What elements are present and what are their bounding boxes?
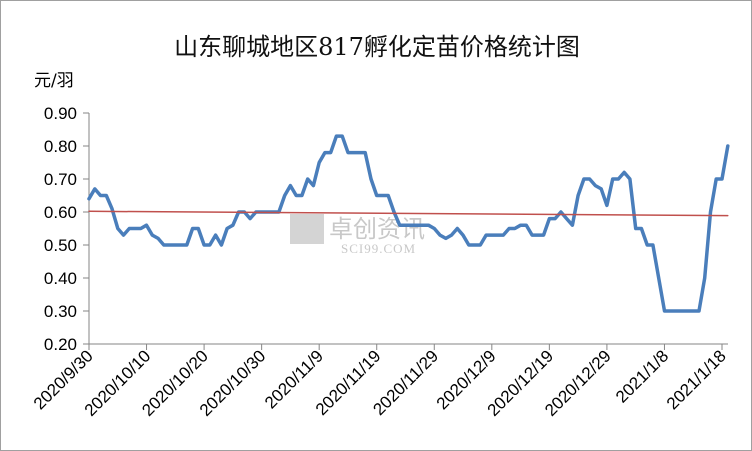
watermark: 卓创资讯 SCI99.COM — [290, 214, 425, 256]
chart-title: 山东聊城地区817孵化定苗价格统计图 — [174, 33, 580, 61]
y-tick-label: 0.40 — [44, 269, 77, 288]
watermark-text-cn: 卓创资讯 — [329, 215, 425, 243]
watermark-logo — [290, 214, 324, 244]
y-tick-label: 0.20 — [44, 335, 77, 354]
y-tick-label: 0.50 — [44, 236, 77, 255]
y-tick-label: 0.90 — [44, 104, 77, 123]
y-tick-label: 0.30 — [44, 302, 77, 321]
x-tick-label: 2021/1/18 — [663, 346, 730, 413]
trend-line — [88, 210, 729, 217]
price-series-line — [87, 134, 730, 313]
x-tick-label: 2021/1/8 — [612, 346, 672, 406]
y-tick-label: 0.70 — [44, 170, 77, 189]
watermark-text-en: SCI99.COM — [341, 241, 416, 256]
y-axis-unit: 元/羽 — [34, 71, 74, 91]
y-tick-label: 0.80 — [44, 137, 77, 156]
y-tick-label: 0.60 — [44, 203, 77, 222]
